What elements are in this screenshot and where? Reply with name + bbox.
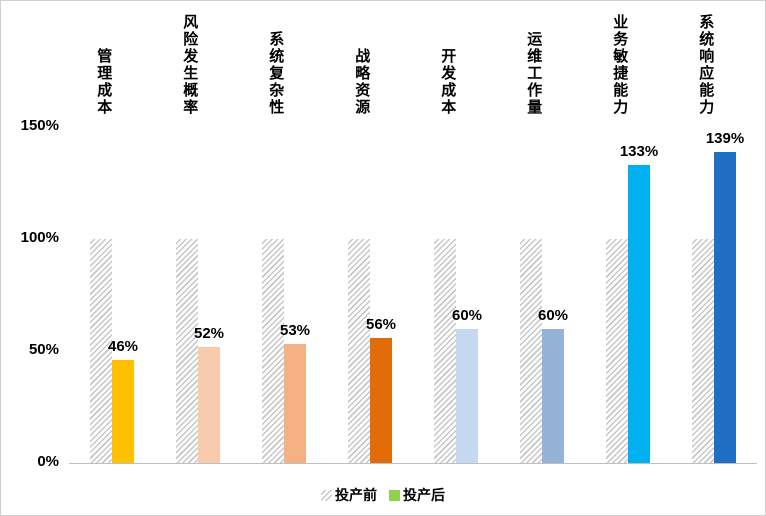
bar-after-production-5: 60% [538, 307, 568, 463]
legend: 投产前 投产后 [1, 485, 765, 505]
category-label-7: 系统响应能力 [662, 14, 748, 121]
y-axis-tick-0: 0% [37, 453, 59, 470]
category-labels: 管理成本 风险发生概率 系统复杂性 战略资源 开发成本 运维工作量 业务敏捷能力 系统响应能力 [69, 1, 757, 123]
legend-item-after: 投产后 [389, 485, 445, 505]
legend-item-before: 投产前 [321, 485, 377, 505]
bar-group-6: 133% [585, 127, 671, 463]
y-axis-tick-50: 50% [28, 341, 59, 358]
category-label-text-2: 系统复杂性 [267, 31, 285, 116]
bar-group-7: 139% [671, 127, 757, 463]
category-label-6: 业务敏捷能力 [576, 14, 662, 121]
category-label-5: 运维工作量 [490, 31, 576, 121]
category-label-text-1: 风险发生概率 [181, 14, 199, 116]
value-label-4: 60% [451, 306, 483, 324]
bar-after-production-3: 56% [366, 316, 396, 463]
bar-after-production-7: 139% [706, 130, 744, 463]
category-label-text-3: 战略资源 [353, 48, 371, 116]
value-label-1: 52% [193, 324, 225, 342]
category-label-text-6: 业务敏捷能力 [611, 14, 629, 116]
category-label-3: 战略资源 [318, 48, 404, 121]
category-label-4: 开发成本 [404, 48, 490, 121]
bar-before-production-0 [90, 239, 112, 463]
bar-before-production-5 [520, 239, 542, 463]
bar-before-production-4 [434, 239, 456, 463]
plot-area: 46% 52% 53% 56% 60% 60% 133% 139% [69, 127, 757, 464]
value-label-2: 53% [279, 322, 311, 340]
legend-swatch-before-icon [321, 489, 332, 501]
value-label-6: 133% [619, 143, 659, 161]
bar-after-production-6: 133% [620, 143, 658, 463]
y-axis-tick-150: 150% [20, 117, 59, 134]
bar-after-production-2: 53% [280, 322, 310, 463]
bar-before-production-2 [262, 239, 284, 463]
value-label-3: 56% [365, 315, 397, 333]
bar-after-production-0: 46% [108, 338, 138, 463]
bar-before-production-3 [348, 239, 370, 463]
bar-after-production-4: 60% [452, 307, 482, 463]
bar-after-production-1: 52% [194, 325, 224, 463]
bar-group-1: 52% [155, 127, 241, 463]
bar-group-4: 60% [413, 127, 499, 463]
bar-group-2: 53% [241, 127, 327, 463]
bar-group-5: 60% [499, 127, 585, 463]
category-label-text-0: 管理成本 [95, 48, 113, 116]
category-label-text-5: 运维工作量 [525, 31, 543, 116]
bar-group-3: 56% [327, 127, 413, 463]
value-label-7: 139% [705, 129, 745, 147]
category-label-2: 系统复杂性 [232, 31, 318, 121]
bar-before-production-1 [176, 239, 198, 463]
bar-before-production-7 [692, 239, 714, 463]
bar-before-production-6 [606, 239, 628, 463]
legend-label-before: 投产前 [335, 487, 377, 503]
y-axis-tick-100: 100% [20, 229, 59, 246]
bar-group-0: 46% [69, 127, 155, 463]
legend-swatch-after-icon [389, 489, 400, 501]
category-label-0: 管理成本 [60, 48, 146, 121]
value-label-5: 60% [537, 306, 569, 324]
category-label-text-4: 开发成本 [439, 48, 457, 116]
legend-label-after: 投产后 [403, 487, 445, 503]
category-label-text-7: 系统响应能力 [697, 14, 715, 116]
value-label-0: 46% [107, 337, 139, 355]
category-label-1: 风险发生概率 [146, 14, 232, 121]
